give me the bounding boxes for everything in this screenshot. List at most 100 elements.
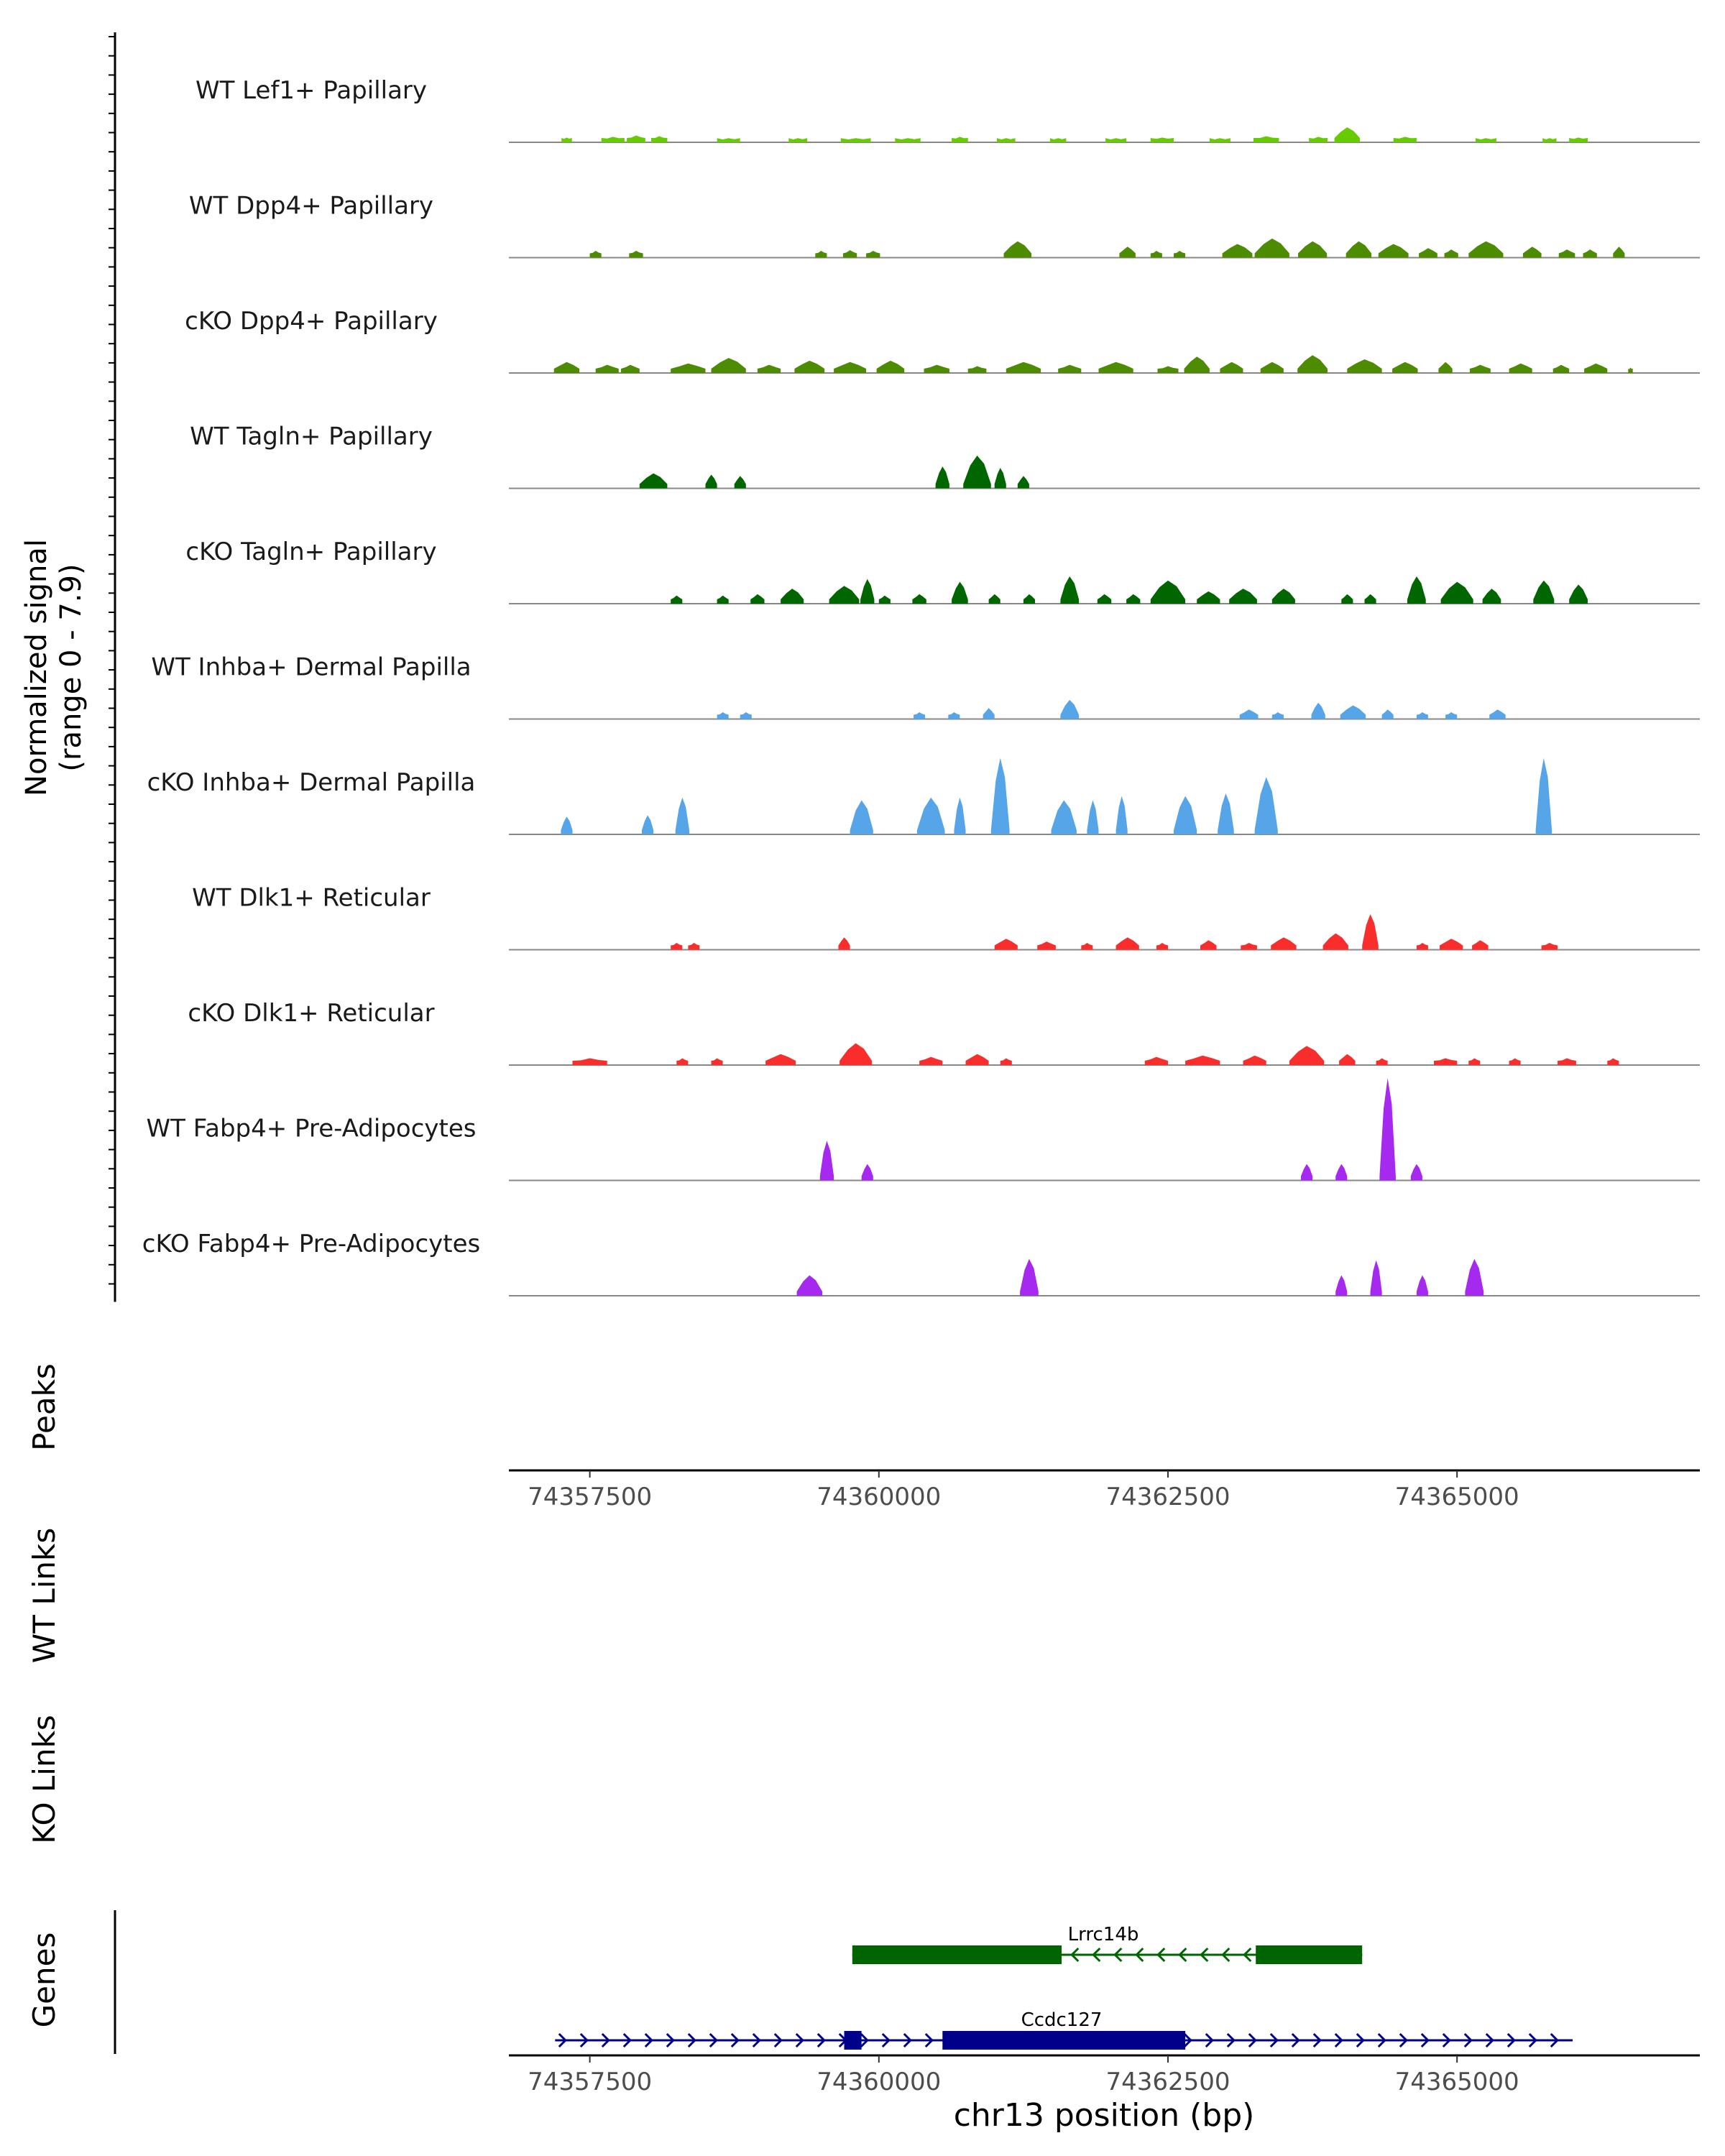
coverage-peak: [990, 757, 1010, 834]
coverage-peak: [671, 595, 683, 604]
coverage-peak: [1298, 241, 1328, 258]
coverage-peak: [1542, 138, 1557, 142]
track-label: cKO Fabp4+ Pre-Adipocytes: [142, 1230, 481, 1258]
coverage-peak: [1023, 594, 1035, 604]
strand-arrow: [579, 2032, 589, 2048]
strand-arrow: [1070, 1947, 1080, 1963]
coverage-peak: [1381, 709, 1394, 719]
coverage-peak: [1222, 244, 1253, 258]
coverage-peak: [740, 712, 752, 719]
coverage-peak: [1335, 1164, 1348, 1181]
coverage-peak: [642, 815, 654, 834]
track-1: WT Lef1+ Papillary: [196, 76, 1700, 143]
coverage-peak: [711, 358, 746, 373]
coverage-peak: [1218, 793, 1234, 834]
coverage-peak: [757, 364, 781, 373]
coverage-peak: [1509, 1058, 1521, 1065]
genes-x-axis-ticks: 74357500 74360000 74362500 74365000: [528, 2055, 1519, 2096]
track-label: cKO Tagln+ Papillary: [185, 538, 436, 566]
coverage-peak: [1260, 361, 1284, 373]
coverage-peak: [675, 797, 689, 834]
coverage-peak: [829, 586, 860, 604]
coverage-peak: [1174, 251, 1186, 258]
coverage-peak: [954, 797, 966, 834]
coverage-peak: [1184, 356, 1210, 373]
coverage-peak: [1150, 251, 1162, 258]
coverage-peak: [840, 138, 871, 142]
coverage-peak: [629, 251, 643, 258]
coverage-peak: [1301, 1164, 1313, 1181]
coverage-peak: [1468, 1058, 1481, 1065]
coverage-peak: [967, 366, 987, 373]
x-axis-title: chr13 position (bp): [954, 2097, 1255, 2134]
strand-arrow: [1092, 1947, 1101, 1963]
coverage-peak: [1081, 943, 1093, 950]
gene-lrrc14b: Lrrc14b: [852, 1924, 1363, 1964]
coverage-peak: [1535, 757, 1552, 834]
coverage-peak: [1254, 136, 1279, 142]
coverage-peak: [1116, 796, 1128, 834]
coverage-peak: [750, 594, 765, 604]
gene-ccdc127: Ccdc127: [555, 2009, 1573, 2050]
coverage-peak: [963, 455, 991, 489]
strand-arrow: [709, 2032, 718, 2048]
coverage-peak: [627, 135, 645, 142]
coverage-peak: [1309, 137, 1328, 142]
coverage-peak: [952, 581, 968, 604]
coverage-peak: [1613, 247, 1625, 258]
gene-exon: [942, 2031, 1186, 2050]
coverage-peak: [1475, 138, 1496, 142]
strand-arrow: [622, 2032, 632, 2048]
track-label: WT Fabp4+ Pre-Adipocytes: [147, 1115, 477, 1143]
coverage-peak: [994, 468, 1006, 489]
strand-arrow: [730, 2032, 740, 2048]
track-label: cKO Inhba+ Dermal Papilla: [147, 768, 476, 797]
coverage-peak: [878, 595, 891, 604]
coverage-peak: [781, 589, 804, 604]
coverage-peak: [1322, 933, 1348, 950]
coverage-peak: [1434, 1058, 1458, 1065]
coverage-peak: [1006, 361, 1041, 373]
strand-arrow: [601, 2032, 610, 2048]
coverage-peak: [1200, 940, 1217, 950]
coverage-peak: [1105, 138, 1127, 142]
coverage-peak: [983, 708, 995, 719]
coverage-peak: [988, 594, 1000, 604]
track-label: WT Inhba+ Dermal Papilla: [151, 653, 471, 682]
coverage-peak: [866, 251, 880, 258]
strand-arrow: [924, 2032, 934, 2048]
coverage-peak: [996, 138, 1016, 142]
track-3: cKO Dpp4+ Papillary: [185, 307, 1700, 374]
strand-arrow: [1248, 2032, 1257, 2048]
track-9: cKO Dlk1+ Reticular: [188, 999, 1700, 1066]
coverage-peak: [1017, 476, 1029, 489]
coverage-peak: [1185, 1055, 1220, 1065]
coverage-tracks: WT Lef1+ Papillary WT Dpp4+ Papillary cKO …: [142, 76, 1700, 1296]
coverage-peak: [948, 712, 960, 719]
coverage-peak: [1254, 777, 1278, 834]
track-6: WT Inhba+ Dermal Papilla: [151, 653, 1700, 720]
coverage-peak: [1407, 576, 1426, 604]
strand-arrow: [1221, 1947, 1230, 1963]
track-2: WT Dpp4+ Papillary: [189, 192, 1700, 259]
coverage-peak: [621, 364, 640, 373]
coverage-peak: [1116, 937, 1139, 950]
strand-arrow: [1205, 2032, 1214, 2048]
track-label: WT Dpp4+ Papillary: [189, 192, 433, 221]
coverage-peak: [815, 251, 827, 258]
coverage-peak: [1239, 709, 1259, 719]
coverage-peak: [1472, 940, 1489, 950]
coverage-peak: [1289, 1046, 1325, 1065]
coverage-peak: [1438, 361, 1453, 373]
strand-arrow: [1183, 2032, 1192, 2048]
coverage-peak: [1410, 1164, 1422, 1181]
coverage-peak: [1335, 1275, 1348, 1296]
peaks-x-tick-label: 74360000: [816, 1483, 941, 1511]
coverage-peak: [1440, 581, 1473, 604]
coverage-peak: [717, 712, 729, 719]
coverage-peak: [916, 797, 945, 834]
track-label: WT Dlk1+ Reticular: [192, 884, 431, 913]
strand-arrow: [1528, 2032, 1537, 2048]
strand-arrow: [1135, 1947, 1144, 1963]
coverage-peak: [952, 137, 968, 142]
